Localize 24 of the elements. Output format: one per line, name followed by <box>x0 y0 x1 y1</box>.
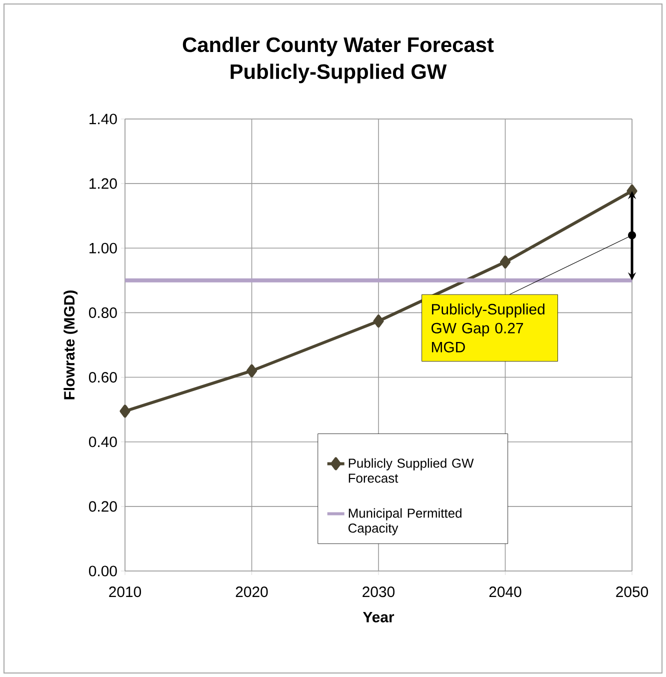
annotation: Publicly-Supplied GW Gap 0.27 MGD <box>432 304 544 352</box>
x-tick-label: 2050 <box>616 586 648 598</box>
y-tick-label: 0.20 <box>88 501 117 512</box>
chart-title: Candler County Water Forecast <box>182 36 494 56</box>
y-tick-label: 1.20 <box>90 178 117 189</box>
point <box>500 256 511 269</box>
x-tick-label: 2030 <box>362 586 395 598</box>
y-tick-label: 1.40 <box>90 114 117 124</box>
y-tick-label: 0.80 <box>88 307 117 318</box>
point <box>246 364 258 378</box>
x-tick-label: 2020 <box>236 586 268 598</box>
point <box>373 314 384 328</box>
chart-subtitle: Publicly-Supplied GW <box>230 64 447 84</box>
y-tick-label: 0.00 <box>88 566 117 576</box>
y-tick-label: 0.40 <box>88 436 117 448</box>
x-tick-label: 2010 <box>109 586 142 598</box>
x-tick-label: 2040 <box>489 586 522 598</box>
point <box>120 404 130 418</box>
y-tick-label: 1.00 <box>90 242 117 254</box>
x-axis-title: Year <box>362 612 394 622</box>
y-tick-label: 0.60 <box>88 372 117 383</box>
legend-label: Municipal Permitted Capacity <box>348 508 462 536</box>
legend-label: Publicly Supplied GW Forecast <box>348 458 474 483</box>
y-axis-title: Flowrate (MGD) <box>64 290 78 400</box>
